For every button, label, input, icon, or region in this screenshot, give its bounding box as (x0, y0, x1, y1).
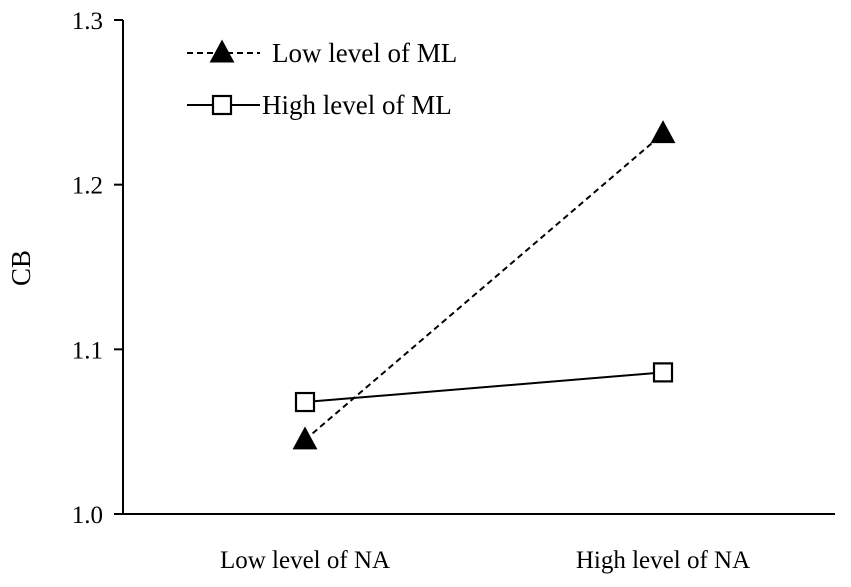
series-line (304, 132, 664, 441)
series-line (304, 371, 664, 404)
x-tick-label: High level of NA (576, 547, 750, 574)
legend: Low level of ML High level of ML (187, 38, 457, 120)
legend-label: High level of ML (262, 90, 452, 120)
y-tick-label: 1.0 (72, 502, 103, 529)
data-point-square (652, 362, 674, 383)
legend-label: Low level of ML (272, 38, 457, 68)
y-axis-label: CB (6, 250, 36, 286)
y-tick-label: 1.3 (72, 8, 103, 35)
series-layer (292, 120, 676, 450)
y-tick-label: 1.2 (72, 173, 103, 200)
data-point-triangle (650, 120, 676, 144)
series-low-ml (292, 120, 676, 450)
x-tick-label: Low level of NA (220, 547, 390, 574)
series-high-ml (294, 362, 674, 413)
data-point-square (294, 391, 316, 413)
axes (122, 20, 835, 515)
legend-item: High level of ML (187, 90, 452, 120)
legend-marker-triangle (209, 39, 235, 63)
y-axis-ticks: 1.0 1.1 1.2 1.3 Low level of NA High level of… (72, 8, 750, 574)
legend-item: Low level of ML (187, 38, 457, 68)
legend-marker-square (211, 94, 233, 116)
y-tick-label: 1.1 (72, 337, 103, 364)
data-point-triangle (292, 426, 318, 450)
